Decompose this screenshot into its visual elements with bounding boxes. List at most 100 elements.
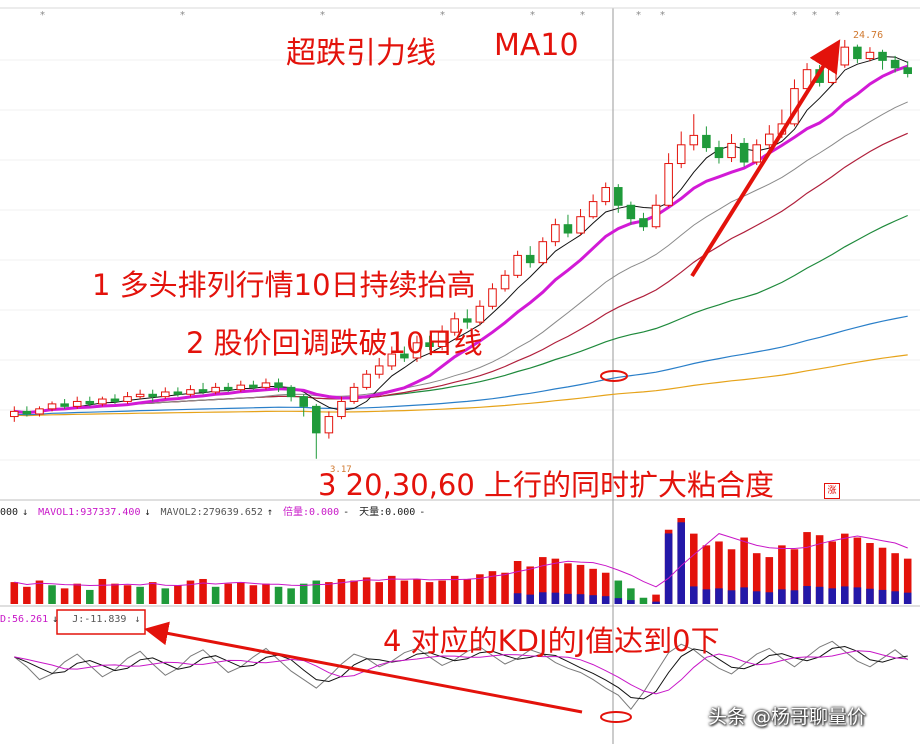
candle-body — [312, 405, 321, 434]
volume-bar-inner — [715, 588, 723, 604]
volume-bar-inner — [614, 598, 623, 604]
volume-bar — [752, 553, 761, 604]
volume-bar — [48, 585, 56, 604]
volume-bar — [400, 580, 409, 604]
candle-body — [437, 331, 447, 347]
volume-bar-inner — [652, 601, 660, 604]
candle-body — [651, 204, 661, 228]
volume-bar-inner — [803, 586, 811, 604]
volume-bar — [513, 561, 522, 604]
volume-bar — [564, 563, 572, 604]
annotation-title: 超跌引力线 — [286, 36, 436, 71]
kdj-indicator-bar: D:56.261 ↓ J:-11.839 ↓ — [0, 614, 141, 625]
star-marker: * — [180, 10, 185, 21]
volume-bar — [526, 566, 534, 604]
annotation-point-2: 2 股价回调跌破10日线 — [186, 326, 483, 360]
candle-body — [827, 64, 837, 83]
watermark: 头条 @杨哥聊量价 — [708, 706, 867, 728]
candle-body — [614, 187, 623, 206]
volume-bar — [274, 586, 283, 604]
volume-bar — [35, 580, 44, 604]
candle-body — [488, 288, 497, 307]
pullback-ellipse — [600, 370, 628, 382]
ma60-line — [14, 214, 908, 414]
volume-bar-inner — [601, 596, 610, 604]
candle-body — [362, 373, 371, 388]
volume-indicator-bar: 000 ↓ MAVOL1:937337.400 ↓ MAVOL2:279639.65… — [0, 507, 426, 518]
volume-bar — [237, 582, 245, 604]
volume-bar — [878, 547, 887, 604]
volume-bar — [111, 583, 119, 604]
volume-bar — [211, 586, 220, 604]
volume-bar — [186, 580, 195, 604]
star-marker: * — [812, 10, 817, 21]
candle-body — [274, 382, 283, 388]
candle-body — [123, 396, 132, 402]
candle-body — [98, 398, 107, 405]
candle-body — [72, 400, 82, 407]
candle-body — [173, 391, 183, 395]
volume-bar — [425, 582, 434, 604]
kdj-d-line — [14, 650, 908, 695]
volume-bar — [161, 588, 170, 604]
volume-bar — [136, 586, 144, 604]
candle-body — [840, 46, 850, 66]
volume-bar-inner — [677, 522, 685, 604]
tianliang-label: 天量:0.000 — [359, 507, 416, 518]
volume-bar-inner — [539, 592, 547, 604]
candle-body — [85, 400, 95, 405]
volume-bar — [86, 589, 94, 604]
volume-bar — [249, 585, 258, 604]
candle-body — [324, 416, 334, 434]
volume-bar — [690, 533, 698, 604]
volume-bar — [388, 575, 396, 604]
candle-body — [186, 389, 195, 395]
volume-bar — [325, 582, 333, 604]
volume-bar — [10, 582, 19, 604]
star-marker: * — [792, 10, 797, 21]
star-marker: * — [580, 10, 585, 21]
candle-body — [450, 318, 459, 333]
volume-bar — [891, 553, 899, 604]
candle-body — [739, 142, 749, 163]
kdj-panel — [13, 609, 909, 710]
candle-body — [60, 403, 69, 407]
volume-bar — [413, 578, 421, 604]
volume-bar — [790, 549, 799, 604]
candle-body — [412, 342, 422, 359]
kdj-low-ellipse — [600, 711, 632, 723]
volume-panel — [10, 518, 912, 604]
volume-bar-inner — [815, 586, 824, 604]
price-low-label: 3.17 — [330, 465, 352, 475]
trend-arrows: * * * * * * * * * * * — [40, 10, 841, 723]
price-grid — [0, 7, 920, 744]
candle-body — [47, 403, 57, 410]
candle-body — [35, 408, 44, 415]
volume-bar — [627, 588, 635, 604]
volume-bar — [299, 583, 308, 604]
candle-body — [689, 134, 699, 146]
candle-body — [576, 216, 585, 234]
volume-bar-inner — [853, 587, 862, 604]
candle-body — [588, 201, 598, 218]
star-marker: * — [636, 10, 641, 21]
volume-bar — [148, 582, 157, 604]
volume-bar — [539, 557, 547, 604]
volume-bar — [841, 533, 849, 604]
volume-first: 000 — [0, 507, 19, 518]
volume-bar — [463, 578, 472, 604]
candle-body — [475, 305, 485, 323]
candle-body — [538, 241, 548, 264]
ma120-line — [14, 315, 908, 416]
candle-body — [727, 142, 736, 159]
candle-body — [676, 144, 686, 165]
volume-bar — [488, 571, 497, 604]
volume-bar — [98, 578, 107, 604]
volume-bar-inner — [752, 591, 761, 604]
volume-bar — [853, 537, 862, 604]
stamp: 涨 — [824, 483, 840, 499]
volume-bar-inner — [765, 592, 774, 604]
candle-body — [198, 389, 208, 393]
volume-bar — [438, 580, 446, 604]
star-marker: * — [835, 10, 840, 21]
